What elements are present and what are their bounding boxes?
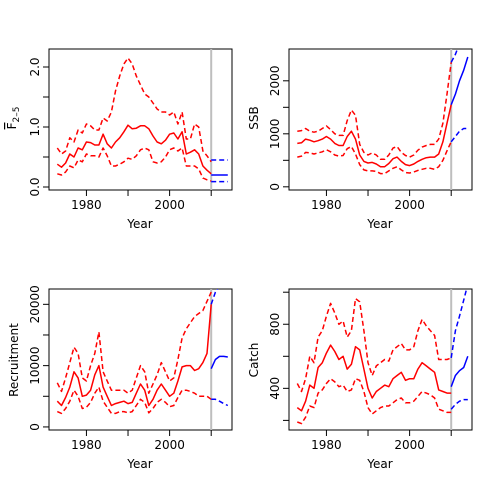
recruitment-series-forecast-upper bbox=[210, 289, 219, 305]
ssb-ytick-label: 1000 bbox=[268, 119, 282, 150]
recruitment-series-forecast-lower bbox=[211, 398, 229, 407]
ssb-series-estimate bbox=[297, 104, 452, 168]
ssb-xtick-label: 1980 bbox=[311, 198, 342, 212]
panel-recruitment-lines bbox=[56, 289, 229, 430]
catch-series-forecast-lower bbox=[450, 398, 468, 410]
fbar-xtick-label: 2000 bbox=[154, 198, 185, 212]
fbar-xtick-label: 1980 bbox=[71, 198, 102, 212]
recruitment-series-forecast bbox=[210, 355, 228, 370]
ssb-series-forecast bbox=[450, 56, 469, 105]
panel-ssb-frame bbox=[288, 48, 473, 191]
panel-ssb-ticks: 1980 2000 0 1000 2000 bbox=[268, 66, 452, 212]
ssb-series-forecast-lower bbox=[450, 127, 468, 143]
panel-ssb-lines bbox=[297, 49, 469, 190]
recruitment-ytick-label: 20000 bbox=[28, 285, 42, 323]
catch-series-forecast-upper bbox=[450, 289, 468, 359]
fbar-ytick-label: 1.0 bbox=[28, 117, 42, 136]
catch-series-forecast bbox=[450, 356, 469, 387]
panel-ssb-xlabel: Year bbox=[366, 217, 392, 231]
panel-ssb: 1980 2000 0 1000 2000 Year SSB bbox=[247, 48, 473, 231]
panel-fbar: 1980 2000 0.0 1.0 2.0 Year F2–5 bbox=[5, 48, 233, 231]
panel-fbar-frame bbox=[48, 48, 233, 191]
ssb-ytick-label: 0 bbox=[268, 183, 282, 191]
recruitment-ytick-label: 10000 bbox=[28, 347, 42, 385]
recruitment-xtick-label: 1980 bbox=[71, 438, 102, 452]
fbar-ytick-label: 2.0 bbox=[28, 57, 42, 76]
ssb-series-lower bbox=[297, 141, 452, 175]
panel-fbar-ylabel-main: F bbox=[5, 122, 19, 129]
catch-ytick-label: 800 bbox=[268, 313, 282, 336]
panel-recruitment-ylabel: Recruitment bbox=[7, 323, 21, 397]
fbar-series-estimate bbox=[56, 124, 212, 175]
ssb-series-upper bbox=[297, 62, 452, 161]
catch-xtick-label: 2000 bbox=[394, 438, 425, 452]
panel-recruitment-xlabel: Year bbox=[126, 457, 152, 471]
panel-catch-frame bbox=[288, 288, 473, 431]
panel-catch-ticks: 1980 2000 400 800 bbox=[268, 291, 452, 452]
panel-ssb-ylabel: SSB bbox=[247, 106, 261, 129]
panel-fbar-xlabel: Year bbox=[126, 217, 152, 231]
catch-xtick-label: 1980 bbox=[311, 438, 342, 452]
catch-series-lower bbox=[297, 377, 452, 425]
panel-fbar-ylabel: F2–5 bbox=[5, 107, 22, 130]
panel-fbar-ylabel-sub: 2–5 bbox=[12, 107, 22, 123]
panel-catch-lines bbox=[296, 289, 469, 430]
ssb-xtick-label: 2000 bbox=[394, 198, 425, 212]
panel-catch-xlabel: Year bbox=[366, 457, 392, 471]
catch-ytick-label: 400 bbox=[268, 377, 282, 400]
ssb-ytick-label: 2000 bbox=[268, 66, 282, 97]
recruitment-ytick-label: 0 bbox=[28, 423, 42, 431]
fbar-ytick-label: 0.0 bbox=[28, 177, 42, 196]
panel-catch: 1980 2000 400 800 Year Catch bbox=[247, 288, 473, 471]
catch-series-estimate bbox=[296, 344, 452, 412]
recruitment-series-estimate bbox=[56, 304, 212, 407]
recruitment-xtick-label: 2000 bbox=[154, 438, 185, 452]
fbar-series-upper bbox=[56, 57, 212, 163]
panel-fbar-lines bbox=[56, 49, 228, 190]
panel-recruitment-frame bbox=[48, 288, 233, 431]
svg-text:F2–5: F2–5 bbox=[5, 107, 22, 130]
recruitment-series-lower bbox=[57, 386, 212, 415]
catch-series-upper bbox=[296, 297, 452, 393]
recruitment-series-upper bbox=[56, 291, 212, 394]
panel-catch-ylabel: Catch bbox=[247, 343, 261, 378]
panel-fbar-ticks: 1980 2000 0.0 1.0 2.0 bbox=[28, 57, 212, 212]
fbar-series-lower bbox=[57, 147, 212, 182]
